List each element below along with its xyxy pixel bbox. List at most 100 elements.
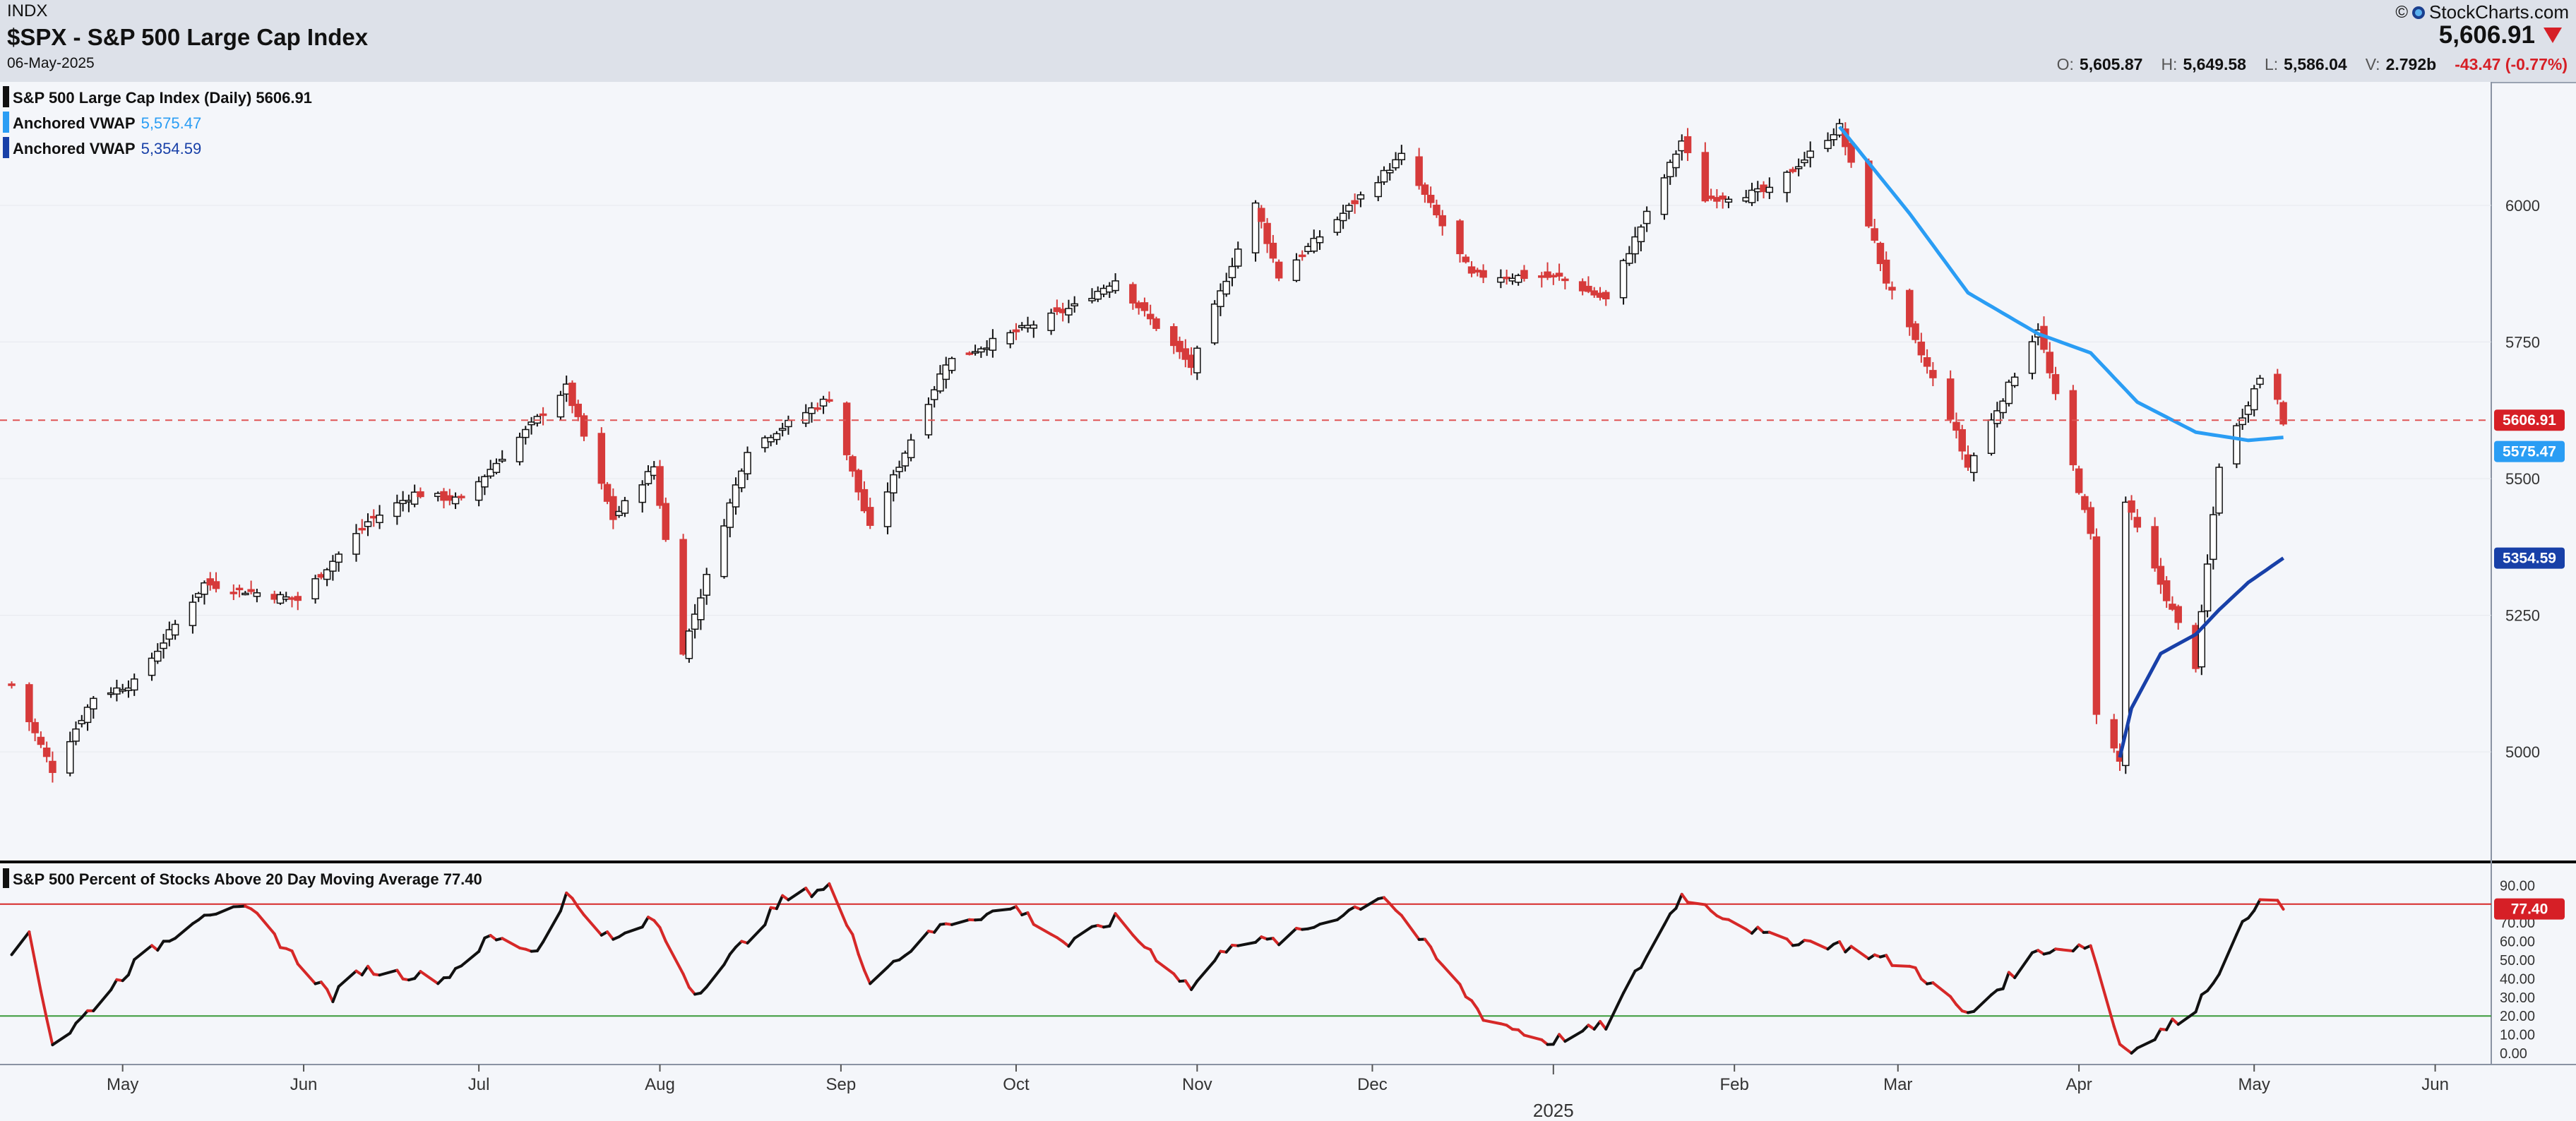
candle-body <box>1462 256 1470 263</box>
breadth-segment <box>133 944 154 961</box>
brand-name[interactable]: StockCharts.com <box>2429 1 2569 23</box>
candle-body <box>90 697 97 709</box>
breadth-segment <box>366 964 376 976</box>
candle-body <box>1456 220 1464 255</box>
breadth-segment <box>51 1031 72 1047</box>
breadth-segment <box>1470 999 1479 1011</box>
breadth-segment <box>2253 898 2262 912</box>
candle-body <box>1642 210 1651 224</box>
main-y-tick: 5000 <box>2505 743 2540 761</box>
candle-body <box>1660 177 1669 215</box>
candle-body <box>1065 308 1073 316</box>
price-tag-bg <box>2494 409 2565 431</box>
candle-body <box>2215 467 2223 514</box>
candle-body <box>229 592 238 594</box>
breadth-segment <box>1622 981 1631 995</box>
candle-body <box>37 736 45 745</box>
breadth-segment <box>1931 981 1952 998</box>
candle-body <box>1631 236 1639 255</box>
breadth-segment <box>1236 940 1258 947</box>
breadth-segment <box>542 909 562 944</box>
candle-body <box>778 428 787 431</box>
breadth-segment <box>1359 897 1380 911</box>
candle-body <box>2250 388 2258 411</box>
breadth-segment <box>1639 954 1649 969</box>
breadth-segment <box>2217 933 2238 976</box>
candle-body <box>883 491 892 527</box>
breadth-segment <box>1767 930 1789 941</box>
x-tick-label: Oct <box>1003 1075 1030 1094</box>
breadth-segment <box>681 972 691 989</box>
candle-body <box>352 533 360 555</box>
breadth-segment <box>1458 983 1467 999</box>
candle-body <box>580 415 588 437</box>
open-value: 5,605.87 <box>2079 55 2143 73</box>
candle-body <box>2133 517 2142 528</box>
candle-body <box>2279 402 2287 425</box>
candle-body <box>329 560 337 572</box>
candle-body <box>364 521 372 527</box>
candle-body <box>1912 323 1919 340</box>
breadth-segment <box>699 985 708 995</box>
candle-body <box>2233 425 2241 464</box>
breadth-segment <box>1277 927 1298 947</box>
x-tick-label: Dec <box>1357 1075 1388 1094</box>
brand[interactable]: © StockCharts.com <box>2395 1 2569 23</box>
breadth-segment <box>991 907 1012 913</box>
x-tick-label: May <box>107 1075 138 1094</box>
candle-body <box>1637 226 1645 243</box>
candle-body <box>2157 565 2165 585</box>
lower-y-tick: 20.00 <box>2500 1009 2535 1024</box>
candle-body <box>66 741 74 774</box>
candle-body <box>2075 468 2083 493</box>
candle-body <box>1626 253 1633 264</box>
candle-body <box>1479 270 1487 278</box>
breadth-segment <box>1522 1033 1544 1041</box>
candle-body <box>638 484 646 503</box>
candle-body <box>475 481 483 501</box>
vwap2-tag: 5354.59 <box>2503 551 2556 567</box>
candle-body <box>2046 352 2054 373</box>
breadth-segment <box>763 906 773 927</box>
candle-body <box>720 525 728 577</box>
candle-body <box>417 491 424 498</box>
candle-body <box>1421 184 1429 195</box>
vwap2-tag-bg <box>2494 547 2565 569</box>
breadth-segment <box>477 936 487 953</box>
candle-body <box>335 553 342 563</box>
legend-vwap1-value: 5,575.47 <box>141 114 202 132</box>
legend-lower: S&P 500 Percent of Stocks Above 20 Day M… <box>3 868 482 888</box>
breadth-segment <box>28 930 37 964</box>
candle-body <box>1701 152 1710 202</box>
candle-body <box>2128 500 2135 513</box>
breadth-segment <box>2112 1024 2122 1046</box>
breadth-segment <box>787 887 808 901</box>
breadth-segment <box>2094 963 2116 1028</box>
axes: 6000575055005250500090.0080.0070.0060.00… <box>107 197 2565 1121</box>
candle-body <box>1397 152 1406 161</box>
breadth-segment <box>606 930 615 941</box>
breadth-segment <box>746 923 767 945</box>
breadth-segment <box>296 962 317 985</box>
candle-body <box>1415 156 1423 186</box>
breadth-segment <box>360 964 370 977</box>
breadth-segment <box>109 978 119 992</box>
main-y-tick: 6000 <box>2505 197 2540 215</box>
breadth-segment <box>1563 1029 1585 1043</box>
open-key: O: <box>2056 55 2074 73</box>
breadth-segment <box>1914 966 1923 981</box>
breadth-segment <box>1604 991 1626 1031</box>
x-tick-label: Jun <box>290 1075 318 1094</box>
breadth-segment <box>273 932 282 949</box>
breadth-segment <box>583 913 603 937</box>
candle-body <box>1386 169 1394 174</box>
breadth-segment <box>1073 925 1094 940</box>
breadth-segment <box>1108 912 1117 928</box>
legend-main: S&P 500 Large Cap Index (Daily) 5606.91 … <box>3 86 312 158</box>
candle-body <box>1438 215 1446 227</box>
candle-body <box>1683 136 1692 153</box>
breadth-segment <box>1476 1007 1485 1022</box>
candle-body <box>1111 280 1119 292</box>
breadth-segment <box>39 990 49 1021</box>
